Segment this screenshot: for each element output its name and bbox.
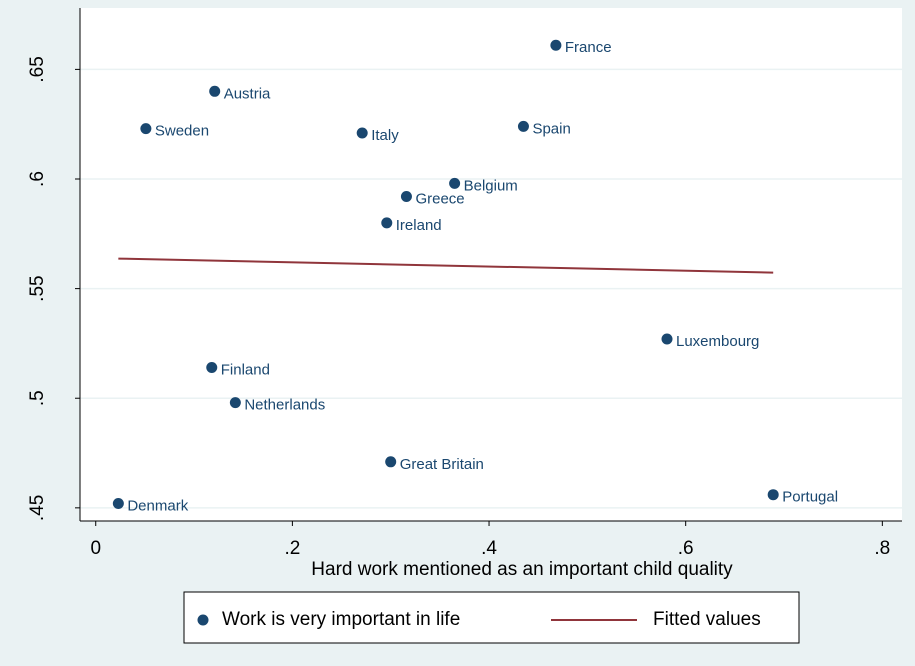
legend-marker [197,614,209,626]
x-tick-label: .8 [874,538,890,559]
y-tick-label: .55 [27,275,48,301]
point [517,120,529,132]
plot-area [80,8,902,521]
point [385,456,397,468]
point-label: Italy [371,127,399,144]
point [206,362,218,374]
point [381,217,393,229]
y-tick-label: .45 [27,495,48,521]
point [229,397,241,409]
legend-label: Work is very important in life [222,609,460,630]
point-label: France [565,39,612,56]
x-tick-label: .2 [284,538,300,559]
point-label: Belgium [464,177,518,194]
fitted-line [118,257,774,274]
legend [183,591,800,644]
point-label: Greece [415,191,464,208]
point [140,123,152,135]
point [449,177,461,189]
x-axis-title: Hard work mentioned as an important chil… [311,559,733,580]
legend-label: Fitted values [653,609,761,630]
y-tick-label: .65 [27,56,48,82]
y-tick-label: .6 [27,171,48,187]
point [209,85,221,97]
point-label: Austria [224,85,271,102]
point [661,333,673,345]
point-label: Ireland [396,217,442,234]
y-tick-label: .5 [27,390,48,406]
point [400,191,412,203]
point [356,127,368,139]
point-label: Finland [221,362,270,379]
point [112,497,124,509]
point-label: Portugal [782,489,838,506]
point-label: Sweden [155,123,209,140]
point [550,39,562,51]
point-label: Luxembourg [676,333,759,350]
grid [80,68,902,509]
x-tick-label: .6 [678,538,694,559]
point-label: Spain [532,120,570,137]
point [767,489,779,501]
point-label: Denmark [127,497,188,514]
x-tick-label: 0 [90,538,101,559]
point-label: Netherlands [244,397,325,414]
point-label: Great Britain [400,456,484,473]
x-tick-label: .4 [481,538,497,559]
